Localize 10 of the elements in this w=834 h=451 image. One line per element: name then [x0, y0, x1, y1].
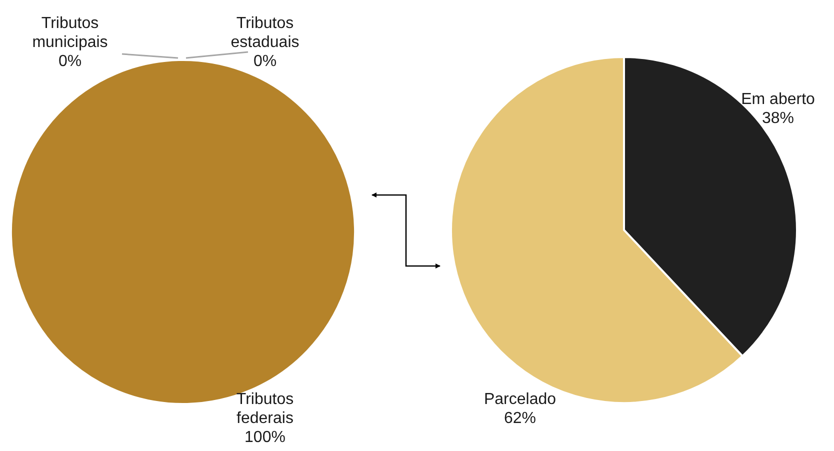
text: 0%: [253, 53, 277, 70]
text: 0%: [58, 53, 82, 70]
data-label: 62%: [504, 410, 536, 427]
slice-label: Parcelado: [484, 391, 556, 408]
category-label: Tributos municipais: [32, 15, 108, 51]
category-label: Tributos estaduais: [230, 15, 300, 51]
slice-label: Em aberto: [741, 91, 816, 108]
data-label: 38%: [762, 110, 794, 127]
slice-label: Tributos federais: [236, 391, 294, 427]
data-label: 100%: [244, 429, 286, 446]
